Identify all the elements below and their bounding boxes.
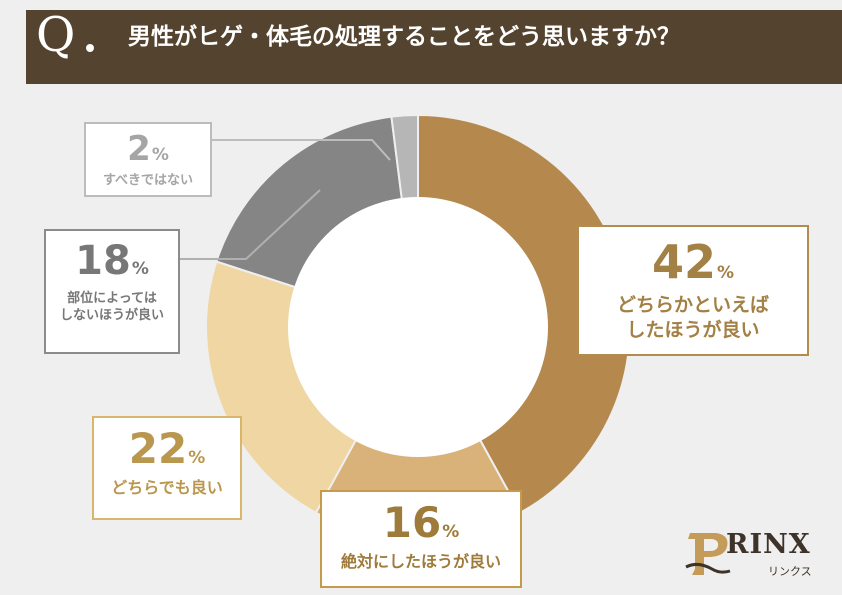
label-text-2: すべきではない (102, 173, 194, 188)
label-percent-22: 22% (128, 424, 206, 473)
label-text-22: どちらでも良い (111, 478, 223, 497)
label-box-2: 2% すべきではない (84, 122, 212, 197)
connector-line-18 (180, 189, 321, 260)
rinx-logo: RINX リンクス (682, 527, 827, 585)
label-text-16: 絶対にしたほうが良い (340, 552, 501, 571)
rinx-emblem-icon (685, 533, 731, 575)
label-percent-2: 2% (127, 129, 169, 169)
label-connectors (180, 139, 391, 260)
question-title: 男性がヒゲ・体毛の処理することをどう思いますか？ (128, 24, 680, 50)
rinx-subtitle: リンクス (768, 565, 812, 578)
label-box-42: 42% どちらかといえば したほうが良い (577, 225, 809, 356)
question-q-mark: Q (36, 7, 76, 63)
label-text-18: 部位によっては しないほうが良い (59, 291, 164, 323)
label-box-22: 22% どちらでも良い (92, 416, 242, 520)
label-percent-42: 42% (651, 235, 735, 289)
label-percent-18: 18% (75, 238, 149, 284)
question-dot (86, 44, 94, 52)
label-text-42: どちらかといえば したほうが良い (616, 294, 769, 341)
donut-hole (288, 197, 548, 457)
label-box-16: 16% 絶対にしたほうが良い (320, 490, 522, 588)
connector-line-2 (212, 139, 391, 161)
label-box-18: 18% 部位によっては しないほうが良い (44, 229, 180, 354)
question-header (26, 10, 842, 84)
label-percent-16: 16% (382, 498, 460, 547)
rinx-wordmark: RINX (726, 529, 811, 560)
